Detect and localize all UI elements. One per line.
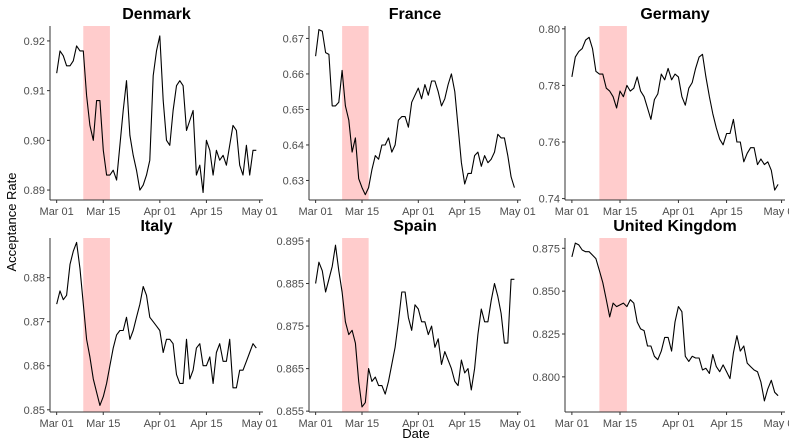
x-tick-label-denmark: Mar 01 — [40, 206, 74, 218]
y-tick-label-spain: 0.855 — [276, 406, 304, 418]
y-tick-label-germany: 0.76 — [539, 137, 560, 149]
y-tick-label-spain: 0.885 — [276, 279, 304, 291]
x-tick-label-united-kingdom: Apr 01 — [662, 418, 694, 430]
x-tick-label-france: Apr 15 — [448, 206, 480, 218]
series-line-spain — [315, 244, 515, 408]
x-tick-label-united-kingdom: May 01 — [764, 418, 789, 430]
shaded-period-denmark — [83, 26, 110, 200]
y-axis-title: Acceptance Rate — [4, 172, 19, 271]
x-tick-label-germany: Apr 15 — [710, 206, 742, 218]
y-tick-label-germany: 0.78 — [539, 80, 560, 92]
y-tick-label-united-kingdom: 0.875 — [532, 243, 560, 255]
panel-denmark: 0.89 0.90 0.91 0.92 Mar 01 Mar 15 Apr 01 Apr 15… — [24, 6, 278, 218]
y-tick-label-spain: 0.865 — [276, 364, 304, 376]
x-tick-label-italy: May 01 — [242, 418, 278, 430]
panel-spain: 0.855 0.865 0.875 0.885 0.895 Mar 01 Mar 15 Apr… — [276, 218, 535, 430]
x-tick-label-italy: Apr 01 — [144, 418, 176, 430]
y-tick-label-germany: 0.74 — [539, 194, 560, 206]
y-tick-label-germany: 0.80 — [539, 24, 560, 36]
y-tick-label-france: 0.67 — [283, 33, 304, 45]
x-tick-label-spain: Apr 01 — [402, 418, 434, 430]
series-line-united-kingdom — [571, 242, 779, 402]
y-tick-label-italy: 0.86 — [24, 361, 45, 373]
x-tick-label-united-kingdom: Mar 01 — [555, 418, 589, 430]
y-tick-label-italy: 0.87 — [24, 317, 45, 329]
shaded-period-united-kingdom — [599, 238, 627, 412]
y-tick-label-united-kingdom: 0.825 — [532, 329, 560, 341]
x-tick-label-france: Mar 15 — [345, 206, 379, 218]
panels-group: 0.89 0.90 0.91 0.92 Mar 01 Mar 15 Apr 01 Apr 15… — [24, 6, 789, 430]
x-tick-label-italy: Mar 15 — [86, 418, 120, 430]
y-tick-label-united-kingdom: 0.800 — [532, 372, 560, 384]
x-tick-label-spain: Apr 15 — [448, 418, 480, 430]
shaded-period-germany — [599, 26, 627, 200]
x-tick-label-denmark: Apr 15 — [190, 206, 222, 218]
shaded-period-italy — [83, 238, 110, 412]
panel-italy: 0.85 0.86 0.87 0.88 Mar 01 Mar 15 Apr 01 Apr 15… — [24, 218, 278, 430]
x-tick-label-germany: Apr 01 — [662, 206, 694, 218]
panel-title-denmark: Denmark — [122, 6, 191, 23]
x-tick-label-united-kingdom: Apr 15 — [710, 418, 742, 430]
y-tick-label-france: 0.63 — [283, 175, 304, 187]
x-tick-label-spain: May 01 — [500, 418, 536, 430]
series-line-denmark — [56, 35, 257, 194]
y-tick-label-united-kingdom: 0.850 — [532, 286, 560, 298]
panel-title-germany: Germany — [640, 6, 709, 23]
panel-germany: 0.74 0.76 0.78 0.80 Mar 01 Mar 15 Apr 01 Apr 15… — [539, 6, 789, 218]
x-tick-label-spain: Mar 01 — [299, 418, 333, 430]
panel-title-united-kingdom: United Kingdom — [613, 218, 737, 235]
y-tick-label-denmark: 0.92 — [24, 36, 45, 48]
x-tick-label-france: Mar 01 — [299, 206, 333, 218]
panel-united-kingdom: 0.800 0.825 0.850 0.875 Mar 01 Mar 15 Apr 01 Ap… — [532, 218, 789, 430]
panel-title-italy: Italy — [140, 218, 172, 235]
x-tick-label-united-kingdom: Mar 15 — [603, 418, 637, 430]
y-tick-label-france: 0.65 — [283, 104, 304, 116]
x-tick-label-germany: Mar 15 — [603, 206, 637, 218]
x-tick-label-italy: Apr 15 — [190, 418, 222, 430]
panel-title-spain: Spain — [393, 218, 437, 235]
shaded-period-france — [342, 26, 369, 200]
series-line-france — [315, 29, 515, 196]
x-tick-label-france: May 01 — [500, 206, 536, 218]
x-tick-label-denmark: Mar 15 — [86, 206, 120, 218]
panel-title-france: France — [389, 6, 442, 23]
y-tick-label-denmark: 0.90 — [24, 135, 45, 147]
y-tick-label-france: 0.64 — [283, 140, 304, 152]
panel-france: 0.63 0.64 0.65 0.66 0.67 Mar 01 Mar 15 Apr 01 Ap… — [283, 6, 536, 218]
x-axis-title: Date — [402, 426, 429, 441]
y-tick-label-france: 0.66 — [283, 69, 304, 81]
x-tick-label-germany: Mar 01 — [555, 206, 589, 218]
x-tick-label-spain: Mar 15 — [345, 418, 379, 430]
y-tick-label-spain: 0.895 — [276, 236, 304, 248]
x-tick-label-france: Apr 01 — [402, 206, 434, 218]
x-tick-label-germany: May 01 — [764, 206, 789, 218]
y-tick-label-italy: 0.88 — [24, 273, 45, 285]
y-tick-label-denmark: 0.89 — [24, 185, 45, 197]
y-tick-label-italy: 0.85 — [24, 405, 45, 417]
x-tick-label-italy: Mar 01 — [40, 418, 74, 430]
x-tick-label-denmark: Apr 01 — [144, 206, 176, 218]
series-line-italy — [56, 241, 257, 406]
x-tick-label-denmark: May 01 — [242, 206, 278, 218]
series-line-germany — [571, 36, 779, 191]
y-tick-label-denmark: 0.91 — [24, 86, 45, 98]
y-tick-label-spain: 0.875 — [276, 321, 304, 333]
